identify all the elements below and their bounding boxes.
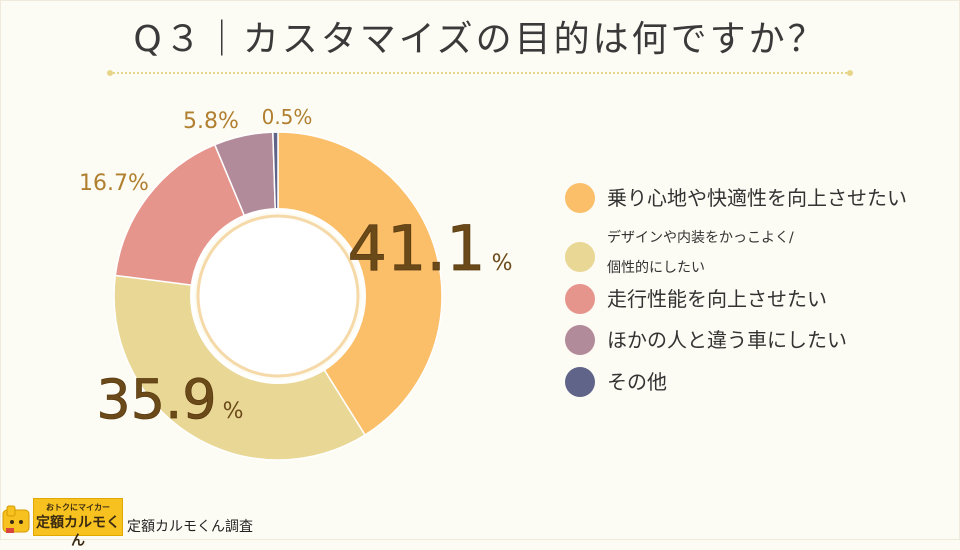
value-label-comfort: 41.1% bbox=[348, 212, 513, 285]
chart-legend: 乗り心地や快適性を向上させたい デザインや内装をかっこよく/ 個性的にしたい 走… bbox=[565, 0, 955, 540]
value-label-other: 0.5% bbox=[262, 105, 313, 129]
value-label-performance: 16.7% bbox=[79, 171, 149, 196]
legend-label: デザインや内装をかっこよく/ 個性的にしたい bbox=[607, 223, 794, 283]
legend-label-line: デザインや内装をかっこよく/ bbox=[607, 230, 794, 246]
brand-logo: おトクにマイカー 定額カルモくん bbox=[33, 498, 123, 549]
legend-label: 走行性能を向上させたい bbox=[607, 287, 827, 311]
percent-sign: % bbox=[223, 399, 244, 424]
value-label-unique: 5.8% bbox=[183, 109, 239, 134]
legend-label-line: 個性的にしたい bbox=[607, 260, 705, 276]
title-divider bbox=[107, 70, 853, 76]
legend-item-comfort: 乗り心地や快適性を向上させたい bbox=[565, 183, 907, 213]
source-note: 定額カルモくん調査 bbox=[127, 519, 253, 535]
donut-chart: 41.1 %35.9 %16.7%5.8% 0.5% bbox=[79, 105, 513, 461]
legend-swatch bbox=[565, 325, 595, 355]
percent-sign: % bbox=[492, 251, 513, 276]
donut-inner-gap bbox=[190, 208, 366, 384]
legend-swatch bbox=[565, 284, 595, 314]
legend-swatch bbox=[565, 367, 595, 397]
brand-name: 定額カルモくん bbox=[36, 515, 120, 549]
legend-label: その他 bbox=[607, 370, 667, 394]
legend-label: 乗り心地や快適性を向上させたい bbox=[607, 186, 907, 210]
divider-dot-icon bbox=[107, 70, 113, 76]
legend-item-design: デザインや内装をかっこよく/ 個性的にしたい bbox=[565, 223, 794, 283]
legend-item-performance: 走行性能を向上させたい bbox=[565, 284, 827, 314]
brand-tagline: おトクにマイカー bbox=[46, 503, 110, 512]
page-title: Q３｜カスタマイズの目的は何ですか？ bbox=[133, 19, 827, 60]
legend-item-other: その他 bbox=[565, 367, 667, 397]
divider-dot-icon bbox=[847, 70, 853, 76]
legend-swatch bbox=[565, 242, 595, 272]
donut-inner-ring bbox=[196, 214, 360, 378]
legend-label: ほかの人と違う車にしたい bbox=[607, 328, 847, 352]
legend-item-unique: ほかの人と違う車にしたい bbox=[565, 325, 847, 355]
mascot-logo-icon bbox=[2, 505, 30, 533]
legend-swatch bbox=[565, 183, 595, 213]
